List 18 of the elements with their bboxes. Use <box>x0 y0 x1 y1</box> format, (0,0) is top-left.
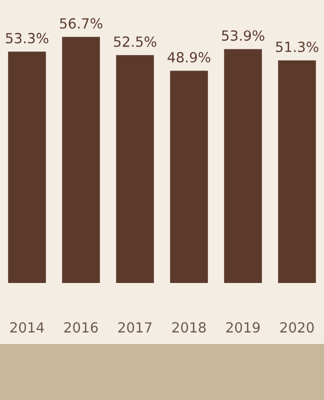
data-label: 56.7% <box>60 18 102 29</box>
bar <box>8 52 46 283</box>
bar <box>62 36 100 283</box>
x-tick-label: 2019 <box>226 322 260 333</box>
x-tick-label: 2014 <box>10 322 44 333</box>
data-label: 53.3% <box>6 32 48 44</box>
data-label: 51.3% <box>276 42 318 52</box>
data-label: 48.9% <box>168 52 210 63</box>
data-label: 53.9% <box>222 30 264 41</box>
x-tick-label: 2020 <box>280 322 314 333</box>
x-tick-label: 2016 <box>64 322 98 333</box>
data-label: 52.5% <box>114 36 156 47</box>
x-tick-label: 2017 <box>118 322 152 333</box>
bar <box>224 49 262 283</box>
bar <box>278 60 316 283</box>
bar <box>170 70 208 283</box>
x-tick-label: 2018 <box>172 322 206 333</box>
bar <box>116 55 154 283</box>
